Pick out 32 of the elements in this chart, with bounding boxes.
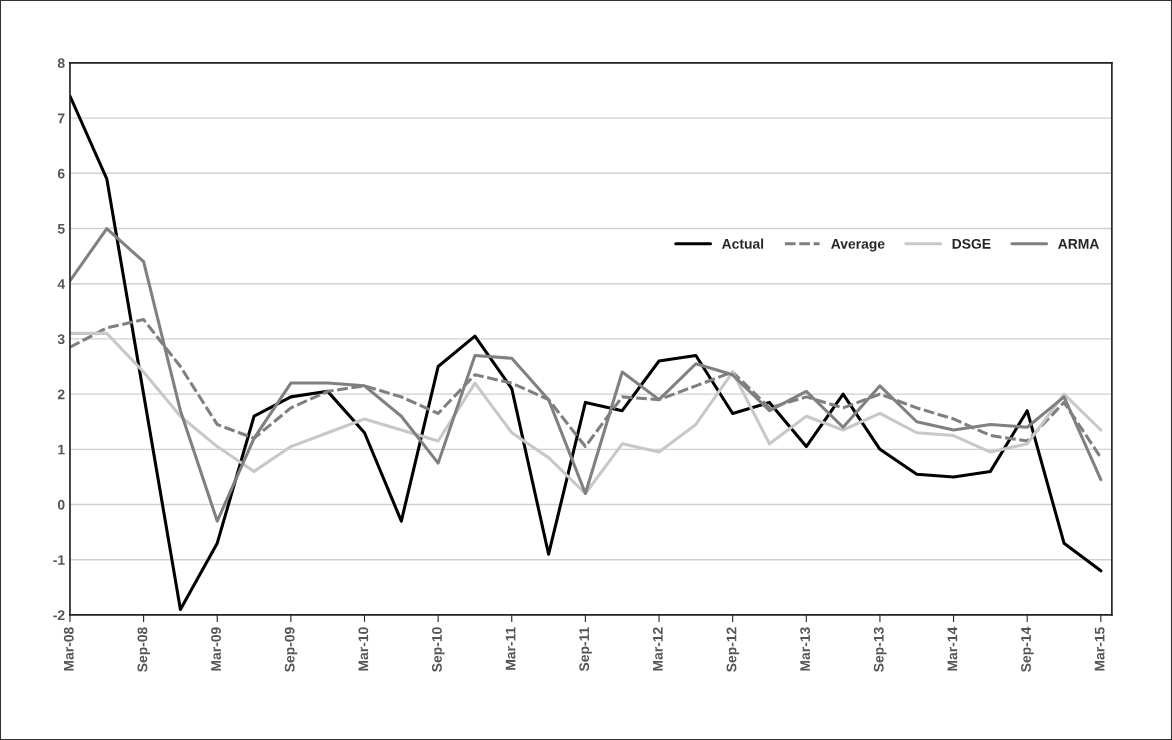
y-tick-label: 6 — [57, 168, 65, 179]
x-tick-label: Mar-15 — [1094, 627, 1105, 671]
x-tick-label: Sep-09 — [284, 627, 298, 672]
legend-label: Actual — [721, 238, 764, 249]
x-tick-label: Mar-11 — [505, 627, 516, 670]
y-tick-label: 3 — [57, 334, 65, 345]
y-tick-label: 0 — [57, 499, 65, 510]
x-tick-label: Mar-09 — [211, 627, 221, 671]
x-tick-label: Mar-13 — [800, 627, 811, 671]
x-tick-label: Mar-12 — [652, 627, 663, 671]
y-tick-label: 4 — [57, 279, 66, 289]
y-tick-label: 2 — [57, 389, 65, 400]
y-tick-label: 5 — [57, 223, 65, 234]
y-tick-label: 8 — [57, 58, 65, 69]
line-series — [69, 94, 1103, 611]
legend-label: ARMA — [1058, 239, 1100, 249]
y-tick-label: 1 — [58, 444, 65, 455]
legend-label: DSGE — [952, 238, 991, 249]
x-tick-label: Sep-08 — [137, 627, 151, 672]
x-tick-label: Mar-08 — [63, 627, 74, 671]
y-tick-label: 7 — [57, 113, 65, 124]
y-tick-label: -1 — [53, 555, 65, 565]
x-tick-label: Mar-14 — [947, 626, 958, 671]
y-tick-label: -2 — [53, 610, 65, 620]
x-tick-label: Sep-10 — [432, 627, 445, 672]
line-series — [69, 226, 1103, 523]
x-tick-label: Sep-12 — [726, 627, 740, 672]
legend-label: Average — [831, 239, 885, 252]
x-tick-label: Sep-11 — [579, 627, 592, 672]
x-tick-label: Sep-13 — [873, 627, 887, 672]
x-tick-label: Sep-14 — [1021, 626, 1034, 672]
x-tick-label: Mar-10 — [358, 627, 369, 671]
